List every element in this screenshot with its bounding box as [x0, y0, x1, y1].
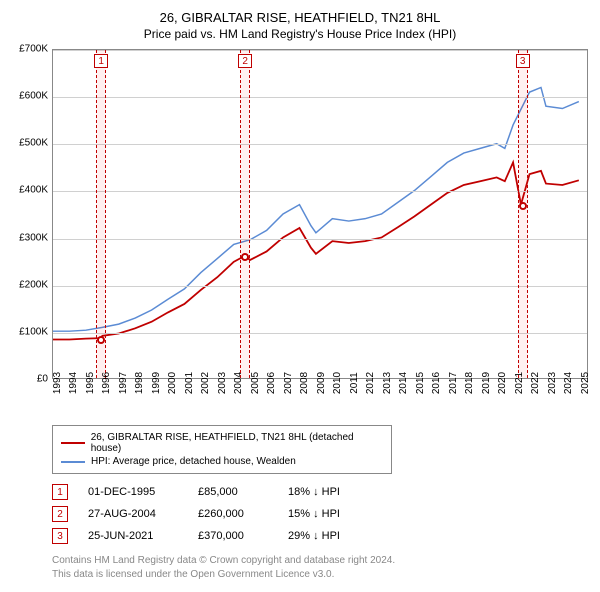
footer: Contains HM Land Registry data © Crown c… [52, 554, 590, 582]
x-tick-label: 2017 [448, 372, 459, 394]
sale-band [96, 50, 106, 378]
x-tick-label: 1999 [151, 372, 162, 394]
y-tick-label: £500K [19, 138, 48, 149]
chart-lines [53, 50, 587, 378]
sale-point [519, 202, 527, 210]
footer-copyright: Contains HM Land Registry data © Crown c… [52, 554, 590, 568]
sales-num: 3 [52, 528, 68, 544]
gridline [53, 191, 587, 192]
x-tick-label: 2021 [514, 372, 525, 394]
sales-num: 1 [52, 484, 68, 500]
x-tick-label: 2008 [299, 372, 310, 394]
sale-marker: 1 [94, 54, 108, 68]
legend-label: 26, GIBRALTAR RISE, HEATHFIELD, TN21 8HL… [91, 432, 383, 454]
gridline [53, 333, 587, 334]
legend-swatch [61, 442, 85, 444]
x-tick-label: 2016 [431, 372, 442, 394]
x-tick-label: 2022 [530, 372, 541, 394]
series-property [53, 162, 579, 339]
x-tick-label: 1996 [101, 372, 112, 394]
x-tick-label: 1998 [134, 372, 145, 394]
x-tick-label: 2012 [365, 372, 376, 394]
gridline [53, 97, 587, 98]
sales-row: 3 25-JUN-2021 £370,000 29% ↓ HPI [52, 528, 590, 544]
x-axis: 1993199419951996199719981999200020012002… [52, 379, 588, 419]
legend-swatch [61, 461, 85, 463]
x-tick-label: 1997 [118, 372, 129, 394]
legend-item-hpi: HPI: Average price, detached house, Weal… [61, 456, 383, 467]
footer-license: This data is licensed under the Open Gov… [52, 568, 590, 582]
sales-price: £370,000 [198, 530, 268, 542]
x-tick-label: 2015 [415, 372, 426, 394]
sales-diff: 15% ↓ HPI [288, 508, 378, 520]
x-tick-label: 2019 [481, 372, 492, 394]
page-subtitle: Price paid vs. HM Land Registry's House … [10, 27, 590, 41]
sale-marker: 3 [516, 54, 530, 68]
sales-date: 27-AUG-2004 [88, 508, 178, 520]
sale-band [240, 50, 250, 378]
sale-point [97, 336, 105, 344]
gridline [53, 239, 587, 240]
x-tick-label: 1993 [52, 372, 63, 394]
gridline [53, 144, 587, 145]
legend-label: HPI: Average price, detached house, Weal… [91, 456, 296, 467]
y-tick-label: £300K [19, 232, 48, 243]
y-tick-label: £600K [19, 91, 48, 102]
y-axis: £0£100K£200K£300K£400K£500K£600K£700K [10, 49, 52, 379]
x-tick-label: 2000 [167, 372, 178, 394]
x-tick-label: 2003 [217, 372, 228, 394]
x-tick-label: 2007 [283, 372, 294, 394]
y-tick-label: £200K [19, 279, 48, 290]
x-tick-label: 2023 [547, 372, 558, 394]
sale-point [241, 253, 249, 261]
y-tick-label: £400K [19, 185, 48, 196]
x-tick-label: 2011 [349, 372, 360, 394]
sale-band [518, 50, 528, 378]
x-tick-label: 2005 [250, 372, 261, 394]
sales-num: 2 [52, 506, 68, 522]
x-tick-label: 2004 [233, 372, 244, 394]
sales-date: 25-JUN-2021 [88, 530, 178, 542]
sales-price: £260,000 [198, 508, 268, 520]
x-tick-label: 1995 [85, 372, 96, 394]
x-tick-label: 2006 [266, 372, 277, 394]
x-tick-label: 2009 [316, 372, 327, 394]
gridline [53, 286, 587, 287]
sales-table: 1 01-DEC-1995 £85,000 18% ↓ HPI 2 27-AUG-2004… [52, 484, 590, 544]
sales-diff: 29% ↓ HPI [288, 530, 378, 542]
x-tick-label: 2001 [184, 372, 195, 394]
legend: 26, GIBRALTAR RISE, HEATHFIELD, TN21 8HL… [52, 425, 392, 474]
x-tick-label: 2010 [332, 372, 343, 394]
x-tick-label: 2013 [382, 372, 393, 394]
sales-date: 01-DEC-1995 [88, 486, 178, 498]
x-tick-label: 2025 [580, 372, 591, 394]
sale-marker: 2 [238, 54, 252, 68]
y-tick-label: £700K [19, 44, 48, 55]
chart: £0£100K£200K£300K£400K£500K£600K£700K 12… [10, 49, 590, 419]
page-title: 26, GIBRALTAR RISE, HEATHFIELD, TN21 8HL [10, 10, 590, 25]
sales-row: 1 01-DEC-1995 £85,000 18% ↓ HPI [52, 484, 590, 500]
x-tick-label: 2018 [464, 372, 475, 394]
x-tick-label: 2024 [563, 372, 574, 394]
gridline [53, 50, 587, 51]
sales-row: 2 27-AUG-2004 £260,000 15% ↓ HPI [52, 506, 590, 522]
y-tick-label: £0 [37, 374, 48, 385]
sales-diff: 18% ↓ HPI [288, 486, 378, 498]
sales-price: £85,000 [198, 486, 268, 498]
x-tick-label: 2002 [200, 372, 211, 394]
x-tick-label: 2014 [398, 372, 409, 394]
plot-area: 1 2 3 [52, 49, 588, 379]
x-tick-label: 2020 [497, 372, 508, 394]
x-tick-label: 1994 [68, 372, 79, 394]
legend-item-property: 26, GIBRALTAR RISE, HEATHFIELD, TN21 8HL… [61, 432, 383, 454]
series-hpi [53, 87, 579, 331]
y-tick-label: £100K [19, 326, 48, 337]
